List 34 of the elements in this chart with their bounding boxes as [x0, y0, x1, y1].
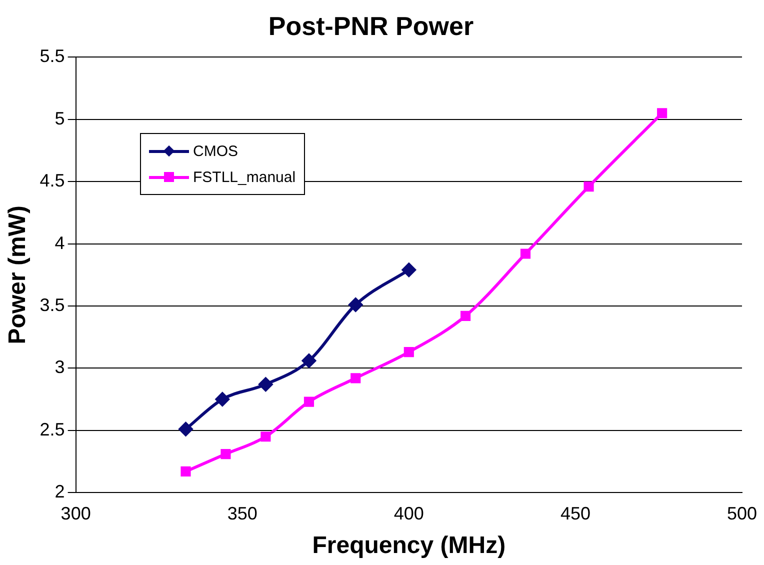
- point: [304, 396, 314, 407]
- y-tick-label: 4: [54, 232, 65, 253]
- x-tick-label: 300: [60, 503, 91, 524]
- y-tick-label: 3.5: [40, 294, 65, 315]
- y-tick-label: 2.5: [40, 419, 65, 440]
- point: [520, 248, 531, 259]
- point: [350, 373, 361, 384]
- point: [302, 354, 316, 368]
- y-tick-label: 5.5: [40, 46, 65, 66]
- point: [402, 262, 416, 277]
- point: [460, 310, 471, 321]
- point: [258, 377, 273, 392]
- point: [215, 392, 230, 406]
- x-tick-label: 350: [227, 503, 258, 524]
- x-tick-label: 400: [394, 503, 424, 524]
- y-tick-label: 3: [54, 357, 65, 378]
- point: [260, 432, 271, 442]
- x-tick-label: 500: [726, 503, 758, 524]
- y-axis-title: Power (mW): [4, 206, 32, 344]
- point: [404, 346, 414, 358]
- point: [220, 449, 231, 460]
- x-axis-title: Frequency (MHz): [312, 532, 506, 560]
- point: [348, 298, 363, 312]
- point: [178, 422, 193, 436]
- legend-label: CMOS: [193, 142, 238, 160]
- y-tick-label: 5: [54, 108, 65, 128]
- legend-label: FSTLL_manual: [193, 168, 296, 186]
- y-tick-label: 4.5: [40, 170, 65, 191]
- y-tick-label: 2: [54, 482, 65, 502]
- point: [180, 466, 191, 476]
- x-tick-label: 450: [560, 503, 590, 524]
- chart-title: Post-PNR Power: [268, 10, 474, 41]
- point: [584, 182, 594, 192]
- point: [657, 108, 668, 118]
